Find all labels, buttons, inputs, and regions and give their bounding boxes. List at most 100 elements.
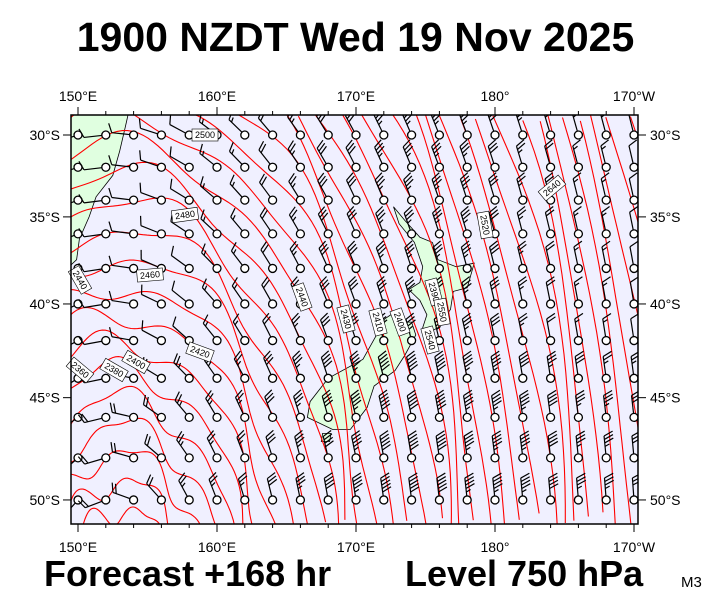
barb-feather: [545, 142, 554, 150]
station-circle: [490, 195, 500, 205]
station-circle: [462, 453, 472, 463]
barb-feather: [77, 456, 86, 465]
wind-barb: [263, 350, 278, 383]
barb-feather: [544, 139, 553, 147]
station-circle: [462, 495, 472, 505]
barb-feather: [435, 353, 444, 361]
barb-feather: [576, 476, 586, 483]
wind-barb: [257, 115, 278, 140]
lon-label: 170°W: [613, 88, 656, 104]
wind-barb: [348, 312, 361, 346]
barb-feather: [145, 396, 149, 407]
station-circle: [518, 229, 528, 239]
barb-feather: [108, 155, 113, 165]
station-circle: [101, 195, 111, 205]
wind-barb: [462, 350, 474, 383]
contour-label: 2440: [291, 282, 313, 312]
barb-feather: [235, 389, 243, 398]
station-circle: [462, 162, 472, 172]
contour-label-box: [65, 356, 95, 384]
station-circle: [128, 229, 139, 239]
barb-feather: [601, 212, 607, 217]
station-circle: [490, 412, 500, 423]
barb-staff: [71, 502, 76, 509]
barb-feather: [601, 178, 607, 183]
wind-barb: [108, 255, 139, 274]
station-circle: [573, 162, 584, 172]
barb-feather: [139, 182, 142, 193]
barb-feather: [375, 240, 384, 249]
barb-feather: [403, 205, 412, 214]
station-circle: [240, 130, 250, 140]
barb-feather: [208, 433, 216, 442]
barb-feather: [409, 364, 419, 371]
wind-barb: [374, 172, 389, 205]
wind-barb: [318, 240, 333, 274]
barb-feather: [347, 142, 355, 152]
wind-barb: [462, 472, 475, 505]
barb-feather: [631, 355, 638, 361]
wind-barb: [138, 118, 167, 140]
wind-barb: [518, 472, 531, 505]
station-circle: [406, 453, 417, 463]
barb-feather: [491, 393, 501, 400]
barb-feather: [490, 279, 500, 287]
barb-feather: [576, 479, 587, 486]
contour-line: [71, 477, 169, 524]
wind-barb: [629, 240, 638, 274]
barb-feather: [324, 360, 333, 368]
wind-barb: [629, 391, 638, 423]
barb-staff: [83, 233, 102, 238]
barb-feather: [463, 282, 472, 290]
barb-feather: [464, 289, 469, 294]
barb-feather: [258, 140, 265, 151]
barb-feather: [519, 357, 529, 365]
wind-barb: [289, 240, 306, 274]
station-circle: [212, 335, 222, 346]
station-circle: [406, 299, 417, 309]
station-circle: [240, 453, 250, 463]
barb-feather: [489, 175, 498, 183]
station-circle: [518, 162, 528, 172]
barb-feather: [437, 400, 446, 407]
barb-feather: [489, 276, 499, 284]
contour-line: [82, 506, 161, 524]
wind-barb: [518, 312, 528, 346]
station-circle: [73, 453, 83, 463]
barb-feather: [434, 178, 442, 187]
contour-label-box: [433, 297, 451, 327]
wind-barb: [205, 390, 222, 423]
contour-label: 2420: [185, 341, 215, 363]
barb-feather: [548, 363, 554, 368]
barb-feather: [519, 393, 529, 400]
barb-feather: [319, 276, 327, 285]
wind-barb: [78, 228, 111, 239]
station-circle: [212, 373, 222, 383]
barb-feather: [292, 350, 301, 359]
barb-feather: [490, 316, 500, 323]
barb-feather: [146, 474, 152, 484]
barb-feather: [545, 276, 555, 283]
barb-feather: [108, 123, 113, 133]
station-circle: [156, 453, 167, 463]
barb-feather: [546, 316, 556, 323]
barb-feather: [288, 172, 295, 182]
barb-feather: [293, 353, 302, 362]
barb-feather: [464, 360, 474, 368]
contour-label-text: 2460: [140, 269, 161, 281]
barb-feather: [108, 327, 113, 337]
station-circle: [156, 373, 167, 383]
wind-barb: [232, 313, 250, 346]
barb-feather: [113, 442, 117, 453]
barb-feather: [575, 389, 585, 397]
barb-feather: [379, 219, 384, 224]
barb-feather: [321, 315, 330, 324]
barb-feather: [492, 433, 502, 441]
barb-feather: [349, 350, 358, 358]
barb-feather: [521, 446, 527, 451]
barb-feather: [377, 279, 386, 287]
barb-feather: [516, 139, 525, 147]
station-circle: [128, 299, 139, 309]
barb-feather: [375, 205, 384, 214]
station-circle: [212, 162, 222, 172]
